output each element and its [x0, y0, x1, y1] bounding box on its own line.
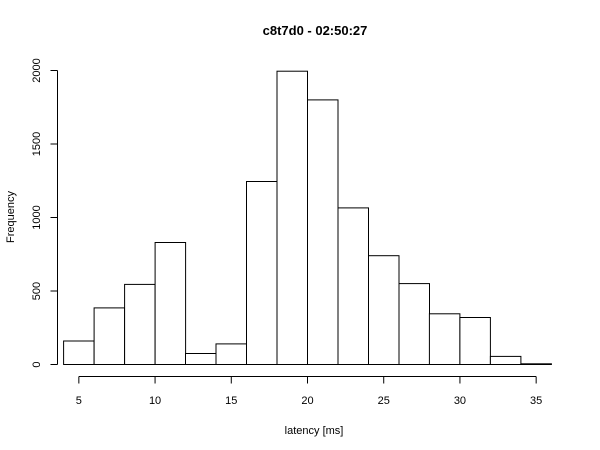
histogram-bar [215, 343, 247, 365]
y-axis-label: Frequency [5, 191, 17, 243]
x-tick-label: 30 [454, 395, 466, 407]
histogram-bar [154, 242, 187, 365]
histogram-bar [185, 353, 217, 365]
histogram-bar [124, 283, 156, 365]
histogram-bars [63, 70, 552, 366]
histogram-bar [276, 70, 308, 365]
histogram-bar [368, 255, 400, 365]
histogram-bar [337, 207, 369, 365]
y-tick-label: 2000 [31, 58, 43, 82]
y-tick-label: 1000 [31, 205, 43, 229]
histogram-bar [398, 283, 430, 366]
y-axis: 0 500 1000 1500 2000 [31, 58, 58, 368]
y-tick-label: 0 [31, 361, 43, 367]
histogram-bar [428, 313, 461, 365]
chart-title: c8t7d0 - 02:50:27 [263, 23, 368, 38]
x-tick-label: 5 [76, 395, 82, 407]
x-tick-label: 20 [301, 395, 313, 407]
histogram-bar [63, 340, 95, 365]
histogram-bar [93, 307, 126, 365]
histogram-bar [246, 181, 278, 365]
x-axis-label: latency [ms] [285, 425, 344, 437]
x-axis: 5 10 15 20 25 30 35 [76, 376, 542, 407]
x-tick-label: 10 [149, 395, 161, 407]
histogram-bar [459, 317, 491, 365]
x-tick-label: 35 [530, 395, 542, 407]
histogram-bar [489, 355, 522, 365]
x-tick-label: 15 [225, 395, 237, 407]
histogram-bar [520, 363, 552, 365]
x-tick-label: 25 [378, 395, 390, 407]
y-tick-label: 1500 [31, 132, 43, 156]
histogram-bar [307, 99, 339, 366]
y-tick-label: 500 [31, 282, 43, 300]
